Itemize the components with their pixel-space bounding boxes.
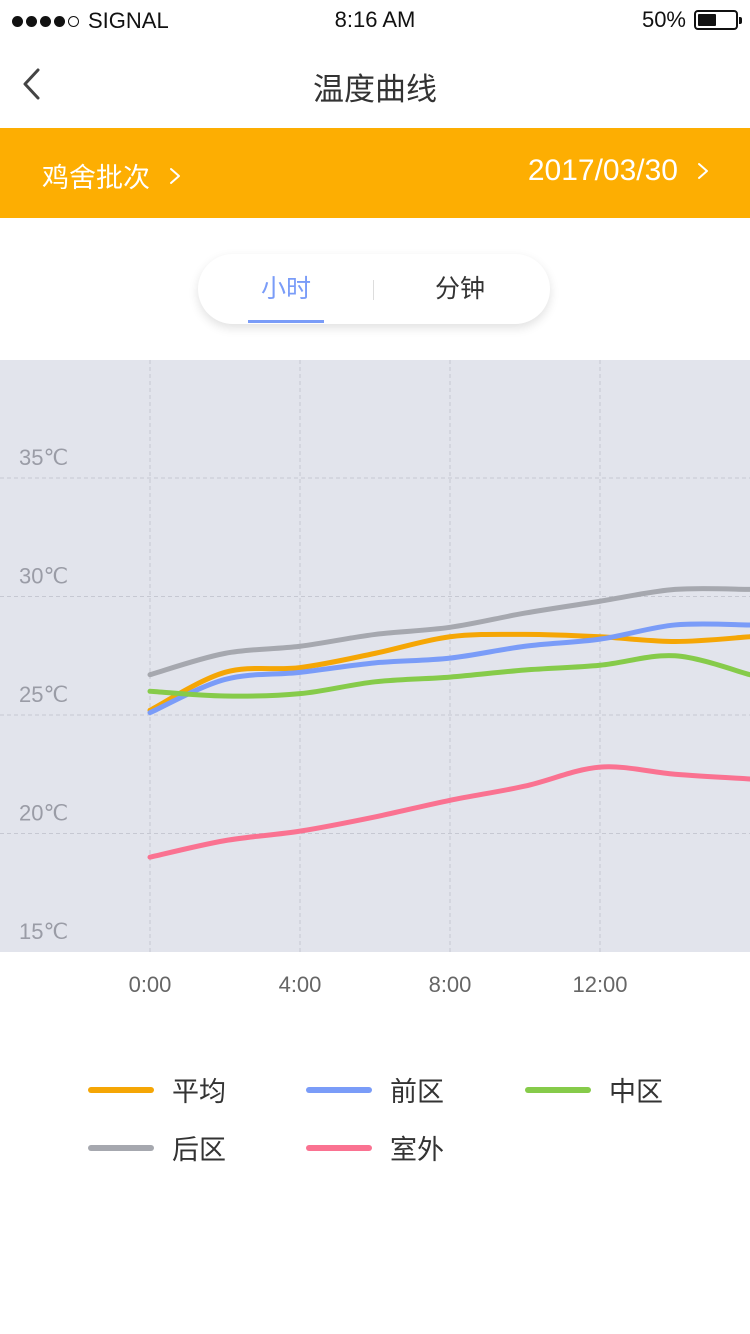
battery-percent: 50% xyxy=(641,7,686,32)
signal-dot-icon xyxy=(40,15,51,27)
legend-item: 后区 xyxy=(88,1128,226,1167)
tab-hour[interactable]: 小时 xyxy=(260,274,311,303)
date-selector[interactable]: 2017/03/30 xyxy=(528,154,710,188)
chevron-right-icon xyxy=(698,163,708,179)
legend-label: 中区 xyxy=(609,1077,663,1108)
battery-icon xyxy=(694,10,742,30)
x-tick-label: 12:00 xyxy=(572,972,627,997)
page-title: 温度曲线 xyxy=(313,72,437,108)
chart-legend: 平均 前区 中区后区 室外 xyxy=(0,1060,750,1180)
filter-bar: 鸡舍批次 2017/03/30 xyxy=(0,128,750,218)
legend-label: 平均 xyxy=(172,1077,226,1108)
y-tick-label: 20℃ xyxy=(19,801,68,826)
back-button[interactable] xyxy=(14,64,54,104)
chevron-left-icon xyxy=(23,68,40,100)
active-tab-indicator xyxy=(248,320,324,323)
batch-selector[interactable]: 鸡舍批次 xyxy=(42,156,182,195)
legend-item: 中区 xyxy=(525,1070,663,1109)
date-value: 2017/03/30 xyxy=(527,154,678,187)
signal-dot-icon xyxy=(12,15,23,27)
status-bar: SIGNAL 8:16 AM 50% xyxy=(0,0,750,40)
legend-swatch xyxy=(306,1086,372,1093)
navigation-bar: 温度曲线 xyxy=(0,40,750,128)
signal-dot-icon xyxy=(26,15,37,27)
battery-status: 50% xyxy=(641,7,742,33)
carrier-name: SIGNAL xyxy=(88,8,169,33)
signal-strength: SIGNAL xyxy=(12,8,169,34)
series-line-前区 xyxy=(147,621,750,716)
temperature-line-chart: 35℃ 30℃ 25℃ 20℃ 15℃ 0:00 4:00 8:00 12:00 xyxy=(0,360,750,997)
signal-dot-empty-icon xyxy=(68,15,79,27)
legend-label: 室外 xyxy=(390,1135,444,1166)
legend-item: 平均 xyxy=(88,1070,226,1109)
x-tick-label: 0:00 xyxy=(129,972,172,997)
legend-swatch xyxy=(88,1086,154,1093)
time-granularity-toggle: 小时 分钟 xyxy=(198,254,550,324)
signal-dot-icon xyxy=(54,15,65,27)
series-line-后区 xyxy=(147,586,750,678)
series-line-平均 xyxy=(147,631,750,713)
chevron-right-icon xyxy=(170,167,180,184)
legend-swatch xyxy=(88,1144,154,1151)
tab-divider xyxy=(373,280,374,300)
y-tick-label: 35℃ xyxy=(19,445,68,470)
y-tick-label: 25℃ xyxy=(19,682,68,707)
legend-label: 后区 xyxy=(172,1135,226,1166)
x-tick-label: 8:00 xyxy=(429,972,472,997)
legend-item: 前区 xyxy=(306,1070,444,1109)
legend-label: 前区 xyxy=(390,1077,444,1108)
legend-swatch xyxy=(306,1144,372,1151)
x-tick-label: 4:00 xyxy=(279,972,322,997)
batch-label: 鸡舍批次 xyxy=(42,163,150,194)
chart-plot-area xyxy=(0,360,750,952)
series-line-室外 xyxy=(147,764,750,860)
series-line-中区 xyxy=(147,653,750,699)
y-tick-label: 30℃ xyxy=(19,564,68,589)
y-tick-label: 15℃ xyxy=(19,919,68,944)
status-time: 8:16 AM xyxy=(334,7,416,32)
legend-item: 室外 xyxy=(306,1128,444,1167)
tab-minute[interactable]: 分钟 xyxy=(434,274,485,303)
legend-swatch xyxy=(525,1086,591,1093)
